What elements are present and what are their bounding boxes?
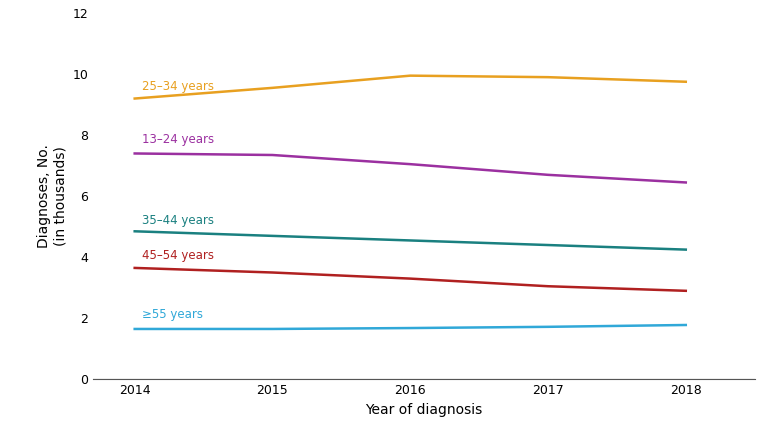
Y-axis label: Diagnoses, No.
(in thousands): Diagnoses, No. (in thousands) — [37, 144, 67, 248]
Text: 35–44 years: 35–44 years — [142, 214, 214, 227]
Text: 25–34 years: 25–34 years — [142, 80, 214, 93]
Text: 45–54 years: 45–54 years — [142, 249, 214, 262]
Text: 13–24 years: 13–24 years — [142, 133, 214, 146]
X-axis label: Year of diagnosis: Year of diagnosis — [366, 403, 482, 417]
Text: ≥55 years: ≥55 years — [142, 308, 202, 321]
